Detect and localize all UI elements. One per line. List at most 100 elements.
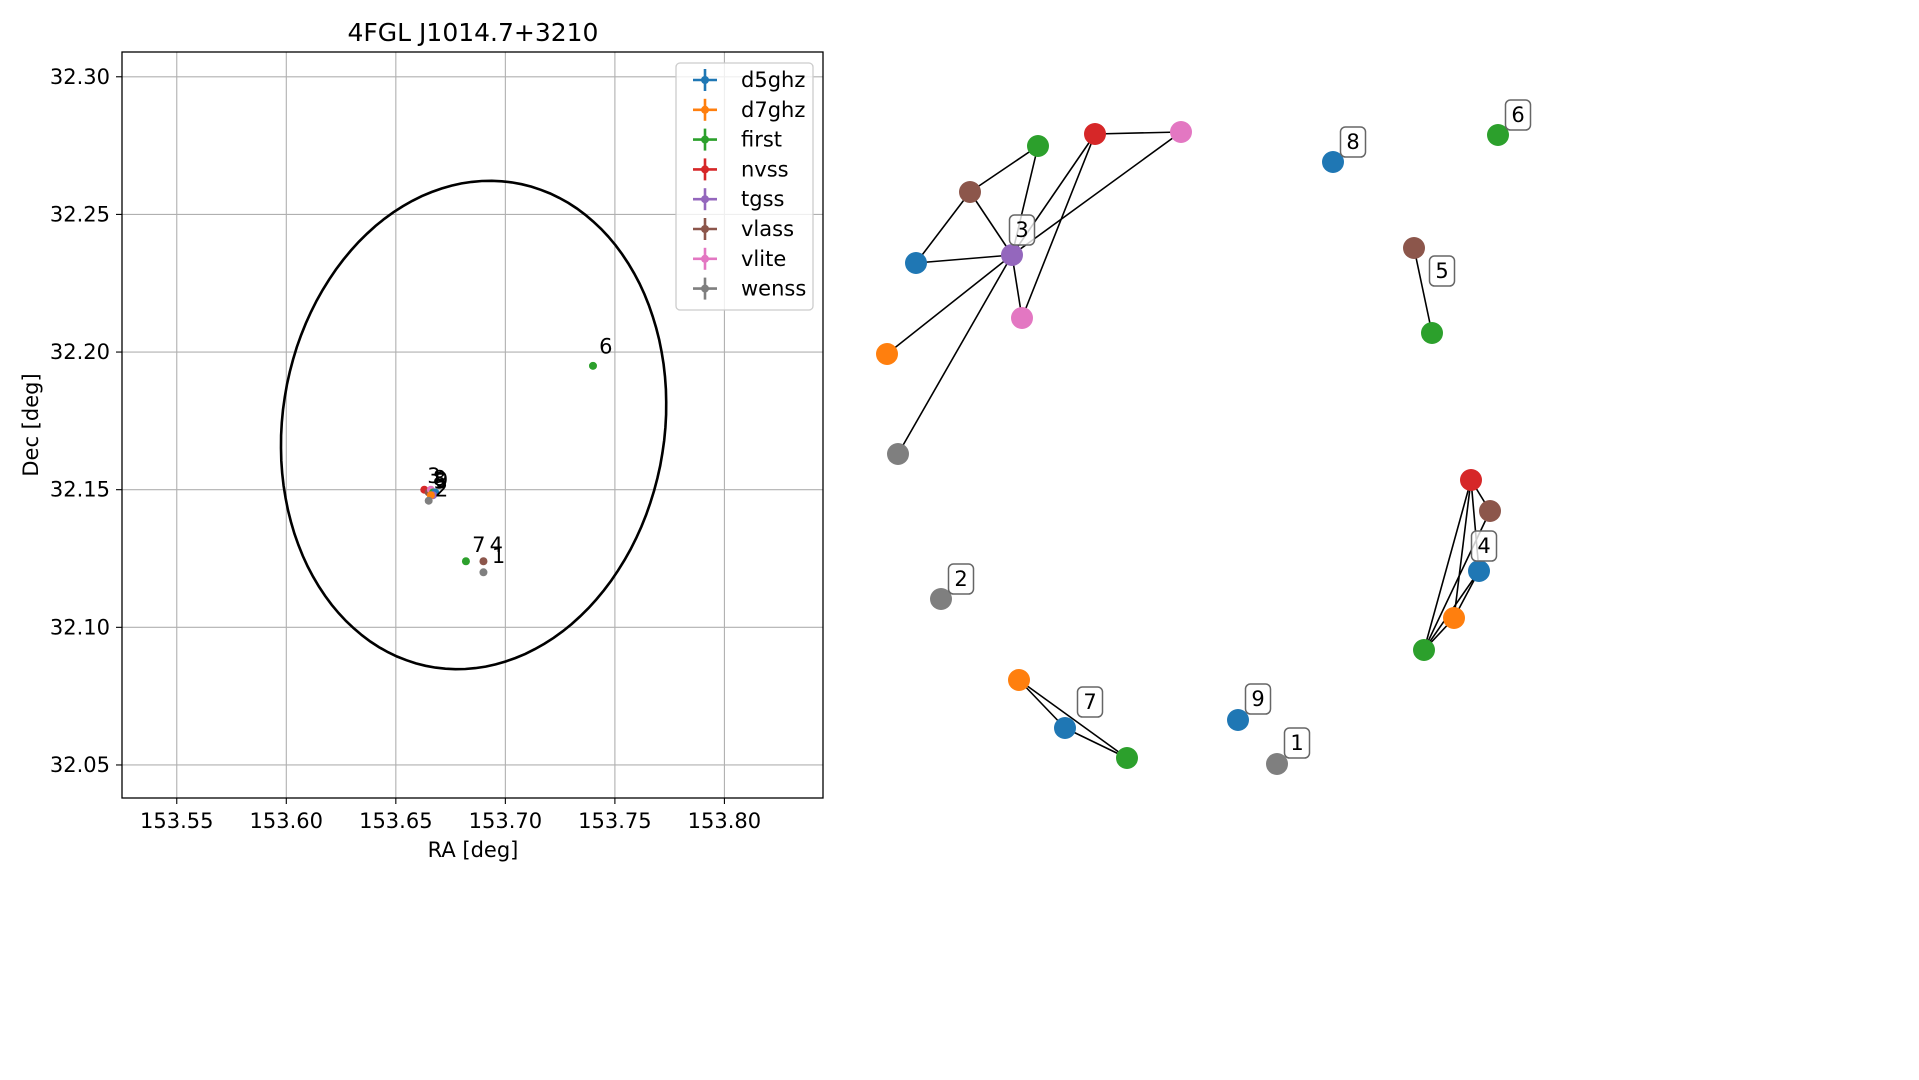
y-tick-label: 32.15: [50, 478, 110, 502]
node-label: 2: [947, 563, 975, 595]
y-tick-label: 32.25: [50, 202, 110, 226]
legend: d5ghz d7ghz first nvss tgss vlass vlite wenss: [675, 62, 814, 311]
node-label: 5: [1428, 255, 1456, 287]
node-wenss: [1266, 753, 1288, 775]
y-tick-label: 32.10: [50, 615, 110, 639]
node-nvss: [1460, 469, 1482, 491]
legend-item-vlass: vlass: [693, 217, 794, 241]
point-first: [588, 361, 597, 370]
node-label-text: 9: [1251, 687, 1264, 711]
chart-title: 4FGL J1014.7+3210: [348, 18, 599, 47]
legend-items: d5ghz d7ghz first nvss tgss vlass vlite wenss: [693, 68, 806, 301]
legend-item-wenss: wenss: [693, 277, 806, 301]
graph-nodes: [876, 121, 1509, 775]
legend-label: tgss: [741, 187, 784, 211]
x-tick-label: 153.60: [250, 809, 323, 833]
node-vlass: [959, 181, 981, 203]
point-wenss: [424, 496, 433, 505]
graph-edge: [1018, 679, 1066, 729]
graph-edge: [915, 254, 1013, 264]
node-label-box: [947, 563, 975, 595]
graph-edge: [897, 254, 1013, 455]
node-label-box: [1244, 683, 1272, 715]
legend-label: vlass: [741, 217, 794, 241]
node-wenss: [887, 443, 909, 465]
graph-edge: [1453, 479, 1472, 619]
legend-marker: [701, 225, 709, 233]
node-d7ghz: [1443, 607, 1465, 629]
x-ticks: 153.55 153.60 153.65 153.70 153.75 153.80: [140, 798, 761, 833]
plot-frame: [121, 51, 824, 799]
node-d5ghz: [1227, 709, 1249, 731]
legend-marker: [701, 195, 709, 204]
node-label-text: 4: [1477, 534, 1490, 558]
node-label-text: 7: [1083, 690, 1096, 714]
node-d5ghz: [1468, 560, 1490, 582]
node-d5ghz: [1054, 717, 1076, 739]
point-label: 8: [433, 467, 446, 491]
x-tick-label: 153.75: [578, 809, 651, 833]
legend-label: d7ghz: [741, 98, 805, 122]
node-wenss: [930, 588, 952, 610]
point-label: 5: [434, 469, 447, 493]
point-label: 2: [435, 478, 448, 502]
node-label-text: 2: [954, 567, 967, 591]
data-points: [420, 361, 597, 577]
point-label: 7: [472, 533, 485, 557]
point-label: 6: [599, 335, 612, 359]
legend-item-first: first: [693, 128, 782, 152]
legend-label: d5ghz: [741, 68, 805, 92]
node-label-box: [1076, 686, 1104, 718]
node-d7ghz: [876, 343, 898, 365]
y-ticks: 32.05 32.10 32.15 32.20 32.25 32.30: [50, 65, 122, 777]
y-tick-label: 32.20: [50, 340, 110, 364]
point-label: 4: [490, 533, 503, 557]
node-tgss: [1001, 244, 1023, 266]
legend-item-d7ghz: d7ghz: [693, 98, 805, 122]
node-first: [1116, 747, 1138, 769]
graph-edge: [969, 145, 1039, 193]
node-vlite: [1011, 307, 1033, 329]
graph-edges: [886, 131, 1491, 759]
node-vlite: [1170, 121, 1192, 143]
node-label: 8: [1339, 126, 1367, 158]
node-label-box: [1283, 727, 1311, 759]
node-label-box: [1339, 126, 1367, 158]
graph-edge: [1021, 133, 1096, 319]
graph-edge: [1018, 679, 1128, 759]
node-first: [1413, 639, 1435, 661]
legend-label: vlite: [741, 247, 786, 271]
point-label: 1: [492, 544, 505, 568]
point-label: 9: [435, 468, 448, 492]
x-tick-label: 153.65: [359, 809, 432, 833]
node-d7ghz: [1008, 669, 1030, 691]
node-first: [1487, 124, 1509, 146]
legend-marker: [701, 76, 709, 84]
node-label: 1: [1283, 727, 1311, 759]
legend-label: wenss: [741, 277, 806, 301]
point-label: 3: [427, 464, 440, 488]
legend-box: [675, 62, 814, 311]
node-label-text: 8: [1346, 130, 1359, 154]
node-label: 4: [1470, 530, 1498, 562]
node-label-text: 5: [1435, 259, 1448, 283]
legend-item-nvss: nvss: [693, 157, 789, 181]
node-label: 7: [1076, 686, 1104, 718]
legend-marker: [701, 284, 709, 293]
legend-marker: [701, 105, 709, 114]
x-tick-label: 153.55: [140, 809, 213, 833]
point-vlass: [479, 557, 488, 566]
legend-label: nvss: [741, 157, 789, 181]
legend-label: first: [741, 128, 782, 152]
node-label: 9: [1244, 683, 1272, 715]
network-graph: 3 8 6 5 4 2 7 9 1: [876, 99, 1532, 775]
y-tick-label: 32.30: [50, 65, 110, 89]
graph-edge: [1094, 131, 1182, 135]
node-label-text: 1: [1290, 731, 1303, 755]
localization-ellipse: [279, 179, 668, 671]
x-axis-label: RA [deg]: [428, 838, 519, 862]
node-nvss: [1084, 123, 1106, 145]
